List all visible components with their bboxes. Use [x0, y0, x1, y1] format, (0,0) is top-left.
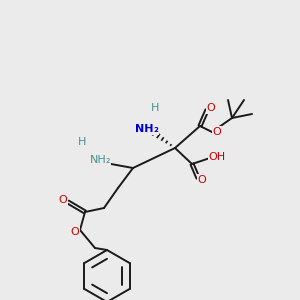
- Text: O: O: [198, 175, 206, 185]
- Text: H: H: [151, 103, 159, 113]
- Text: ₂: ₂: [154, 124, 158, 134]
- Text: OH: OH: [208, 152, 226, 162]
- Text: O: O: [58, 195, 68, 205]
- Text: O: O: [213, 127, 221, 137]
- Text: H: H: [78, 137, 86, 147]
- Text: O: O: [207, 103, 215, 113]
- Text: NH: NH: [90, 155, 106, 165]
- Text: O: O: [70, 227, 80, 237]
- Text: ₂: ₂: [106, 155, 110, 165]
- Text: NH: NH: [135, 124, 153, 134]
